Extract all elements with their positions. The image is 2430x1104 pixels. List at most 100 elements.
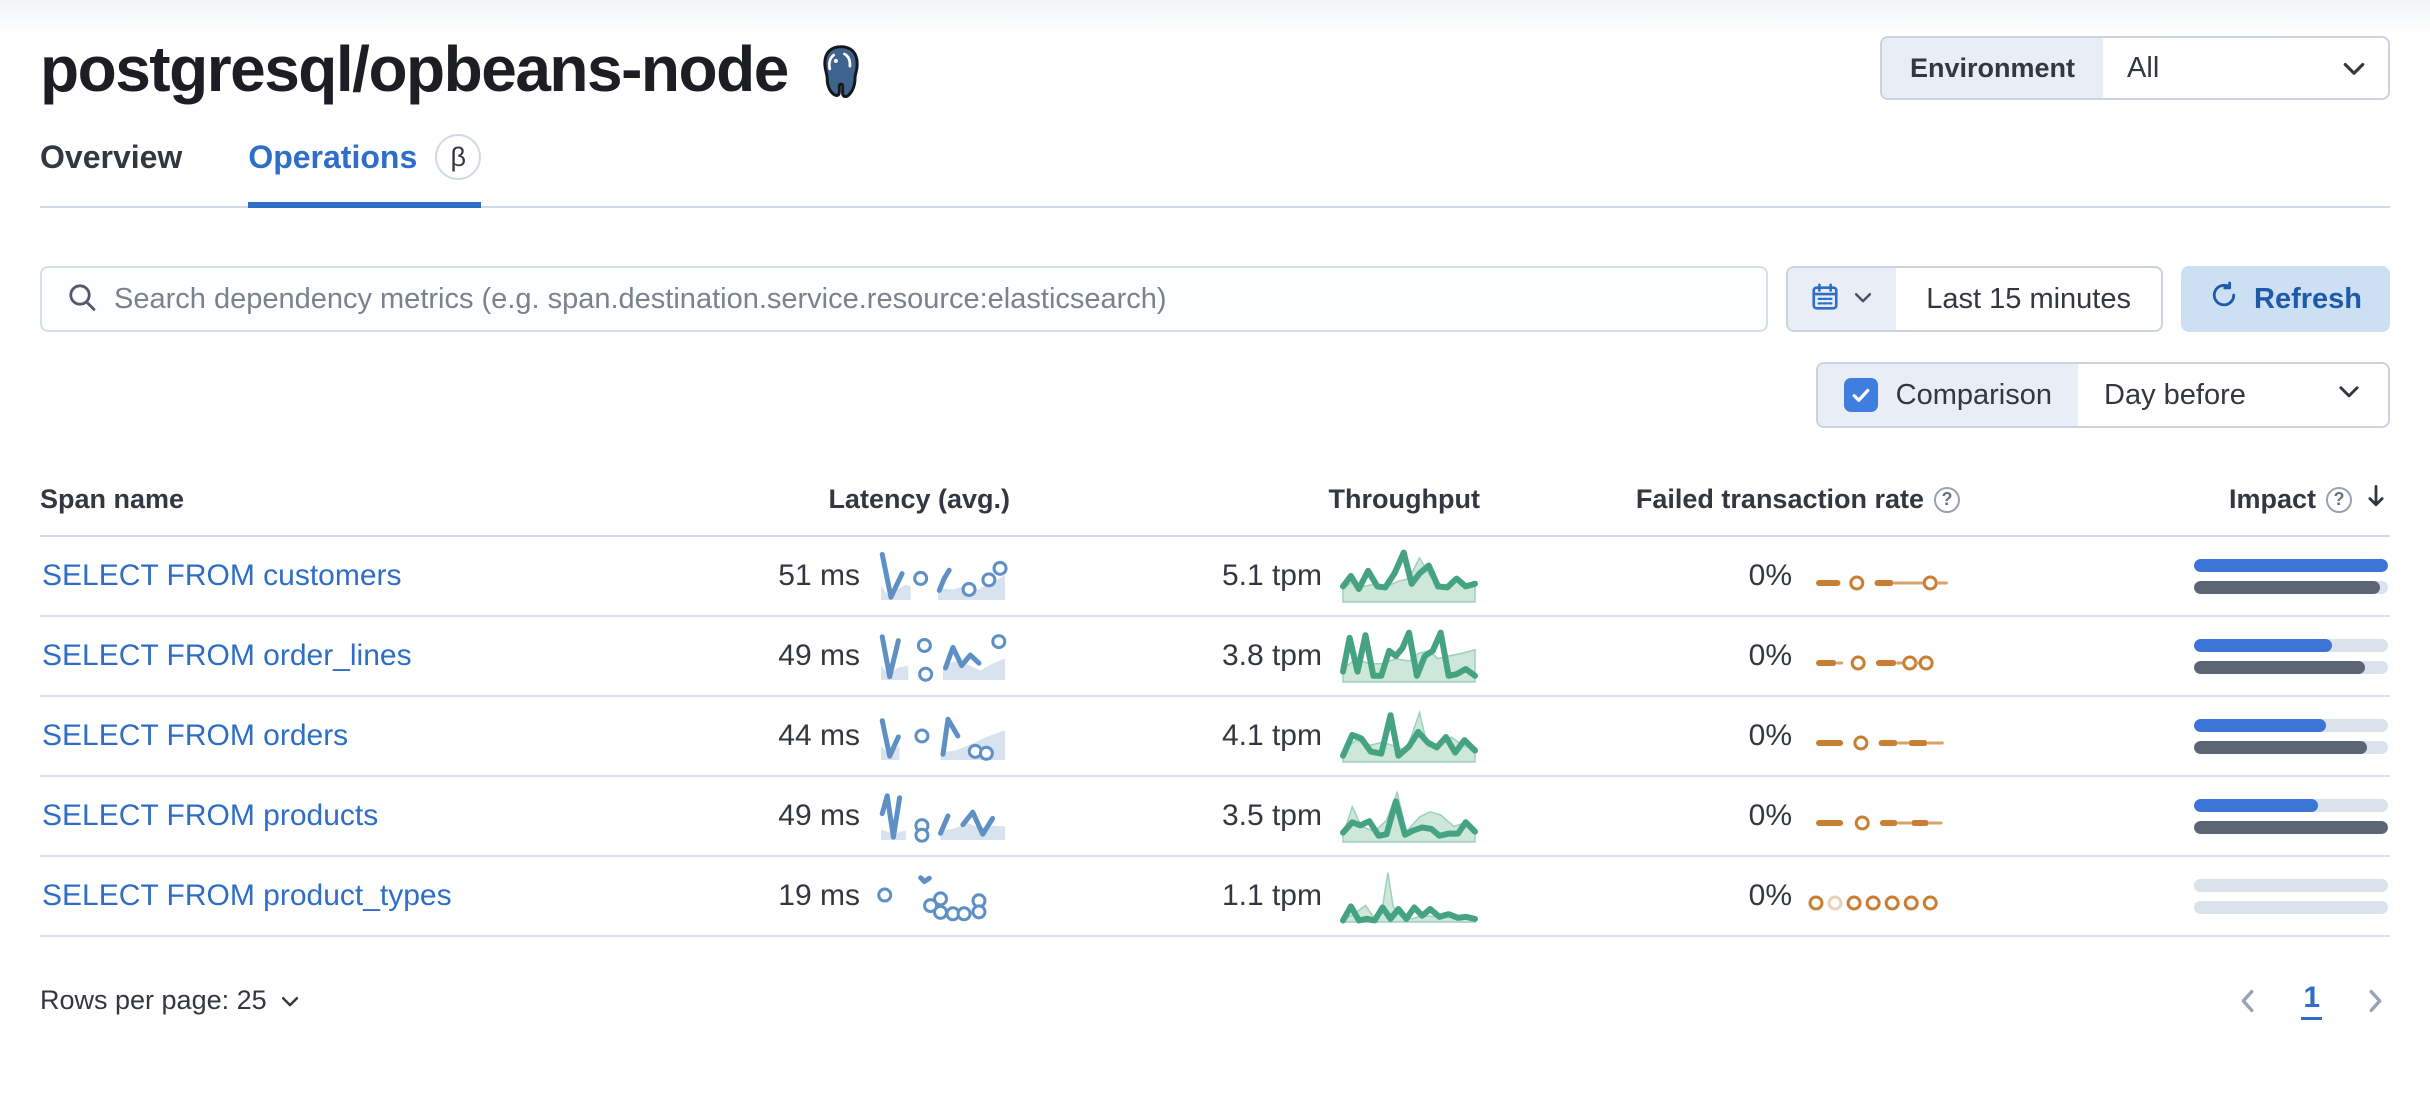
help-icon[interactable]: ? [1934, 486, 1960, 513]
latency-value: 19 ms [778, 879, 860, 913]
impact-bars [2194, 798, 2390, 834]
tab-operations-label: Operations [248, 138, 418, 175]
table-row: SELECT FROM customers 51 ms 5.1 tpm 0% [40, 537, 2390, 618]
latency-sparkline [876, 627, 1010, 685]
throughput-value: 5.1 tpm [1221, 559, 1322, 593]
failed-rate-sparkline [1808, 798, 1960, 834]
latency-value: 49 ms [778, 799, 860, 833]
toolbar: Last 15 minutes Refresh [40, 266, 2390, 333]
column-header-failed-rate[interactable]: Failed transaction rate ? [1480, 484, 1960, 515]
page-title: postgresql/opbeans-node [40, 33, 789, 105]
chevron-down-icon [1852, 286, 1874, 313]
span-name-link[interactable]: SELECT FROM products [42, 799, 379, 833]
column-header-span-name: Span name [40, 484, 185, 515]
rows-per-page-button[interactable]: Rows per page: 25 [40, 985, 301, 1016]
impact-bar-current [2194, 558, 2388, 572]
impact-bar-previous [2194, 900, 2388, 914]
tab-bar: Overview Operations β [40, 134, 2390, 209]
failed-rate-value: 0% [1748, 639, 1792, 673]
throughput-sparkline [1338, 545, 1480, 607]
column-header-impact[interactable]: Impact ? [1960, 482, 2390, 517]
failed-rate-value: 0% [1748, 799, 1792, 833]
throughput-value: 1.1 tpm [1221, 879, 1322, 913]
column-header-throughput[interactable]: Throughput [1328, 484, 1480, 515]
impact-bars [2194, 878, 2390, 914]
environment-filter[interactable]: Environment All [1880, 36, 2390, 100]
comparison-select[interactable]: Day before [2078, 364, 2388, 426]
page-number-1[interactable]: 1 [2301, 981, 2322, 1021]
refresh-button-label: Refresh [2254, 282, 2362, 315]
chevron-down-icon [2336, 378, 2362, 412]
failed-rate-value: 0% [1748, 879, 1792, 913]
column-header-latency[interactable]: Latency (avg.) [828, 484, 1010, 515]
failed-rate-value: 0% [1748, 559, 1792, 593]
table-row: SELECT FROM products 49 ms 3.5 tpm 0% [40, 777, 2390, 858]
span-name-link[interactable]: SELECT FROM orders [42, 719, 349, 753]
span-name-link[interactable]: SELECT FROM order_lines [42, 639, 412, 673]
table-header-row: Span name Latency (avg.) Throughput Fail… [40, 482, 2390, 538]
refresh-icon [2209, 280, 2239, 318]
comparison-select-value: Day before [2104, 378, 2246, 411]
impact-bar-previous [2194, 580, 2388, 594]
impact-bars [2194, 718, 2390, 754]
throughput-sparkline [1338, 865, 1480, 927]
tab-overview[interactable]: Overview [40, 134, 182, 206]
environment-filter-label: Environment [1882, 38, 2104, 98]
search-box [40, 266, 1769, 333]
sort-descending-icon [2362, 482, 2390, 517]
impact-bar-current [2194, 638, 2388, 652]
tab-overview-label: Overview [40, 138, 183, 175]
latency-sparkline [876, 787, 1010, 845]
latency-value: 49 ms [778, 639, 860, 673]
impact-bars [2194, 638, 2390, 674]
impact-bar-previous [2194, 740, 2388, 754]
table-row: SELECT FROM orders 44 ms 4.1 tpm 0% [40, 697, 2390, 778]
table-body: SELECT FROM customers 51 ms 5.1 tpm 0% S… [40, 537, 2390, 938]
postgresql-logo-icon [816, 44, 866, 103]
help-icon[interactable]: ? [2326, 486, 2352, 513]
throughput-value: 3.8 tpm [1221, 639, 1322, 673]
beta-badge: β [435, 134, 482, 181]
date-picker-quick-select[interactable] [1788, 268, 1897, 331]
failed-rate-sparkline [1808, 718, 1960, 754]
search-input[interactable] [114, 282, 1743, 316]
tab-operations[interactable]: Operations β [248, 134, 482, 209]
environment-filter-value: All [2127, 51, 2160, 84]
time-range-label[interactable]: Last 15 minutes [1926, 282, 2131, 315]
pagination-prev-button[interactable] [2233, 984, 2263, 1018]
impact-bar-current [2194, 718, 2388, 732]
throughput-value: 3.5 tpm [1221, 799, 1322, 833]
chevron-down-icon [281, 996, 298, 1007]
throughput-sparkline [1338, 625, 1480, 687]
search-icon [66, 281, 98, 318]
chevron-down-icon [2340, 38, 2388, 98]
page-header: postgresql/opbeans-node Environment All [40, 0, 2390, 104]
comparison-control: Comparison Day before [1815, 362, 2390, 429]
latency-sparkline [876, 867, 1010, 925]
impact-bar-current [2194, 798, 2388, 812]
latency-value: 51 ms [778, 559, 860, 593]
date-picker[interactable]: Last 15 minutes [1786, 266, 2163, 333]
impact-bar-previous [2194, 820, 2388, 834]
pagination-next-button[interactable] [2360, 984, 2390, 1018]
refresh-button[interactable]: Refresh [2181, 266, 2390, 333]
failed-rate-sparkline [1808, 638, 1960, 674]
impact-bars [2194, 558, 2390, 594]
comparison-row: Comparison Day before [40, 362, 2390, 429]
throughput-sparkline [1338, 705, 1480, 767]
span-name-link[interactable]: SELECT FROM customers [42, 559, 402, 593]
comparison-checkbox[interactable] [1843, 378, 1878, 413]
span-name-link[interactable]: SELECT FROM product_types [42, 879, 452, 913]
rows-per-page-label: Rows per page: 25 [40, 985, 267, 1016]
comparison-label: Comparison [1895, 378, 2052, 411]
calendar-icon [1810, 282, 1840, 317]
comparison-toggle: Comparison [1817, 364, 2078, 427]
operations-table: Span name Latency (avg.) Throughput Fail… [40, 482, 2390, 938]
throughput-sparkline [1338, 785, 1480, 847]
impact-bar-current [2194, 878, 2388, 892]
impact-bar-previous [2194, 660, 2388, 674]
failed-rate-sparkline [1808, 558, 1960, 594]
failed-rate-sparkline [1808, 878, 1960, 914]
table-row: SELECT FROM order_lines 49 ms 3.8 tpm 0% [40, 617, 2390, 698]
throughput-value: 4.1 tpm [1221, 719, 1322, 753]
